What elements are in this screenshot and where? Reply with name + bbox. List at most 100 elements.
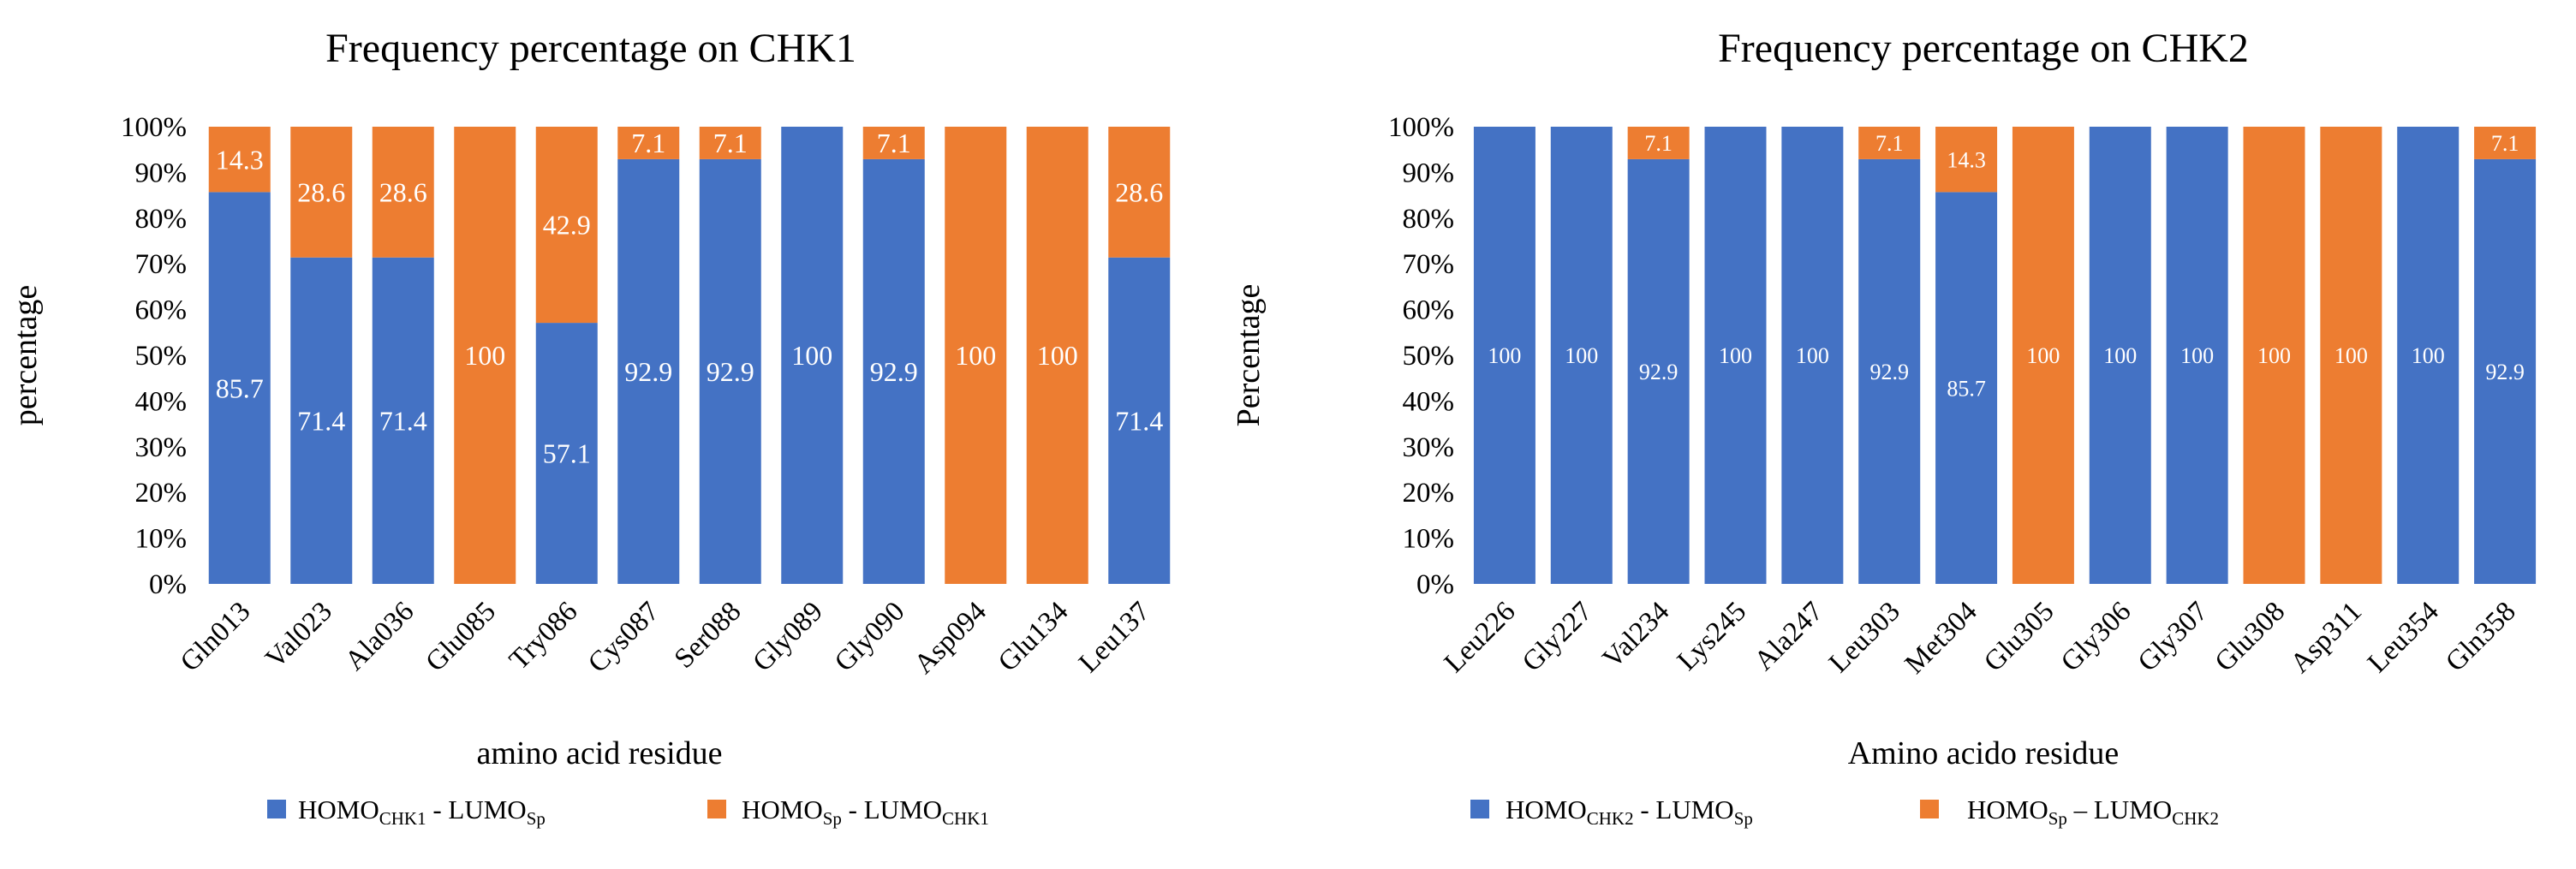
legend-item-1: HOMOCHK1 - LUMOSp <box>267 795 546 829</box>
bar-segment-series-2 <box>699 127 761 159</box>
y-tick-label: 100% <box>121 112 187 143</box>
legend-item-1: HOMOCHK2 - LUMOSp <box>1470 795 1753 829</box>
chart-2: Frequency percentage on CHK2 0% 10% 20% 30% 4… <box>1231 26 2537 829</box>
chart-title: Frequency percentage on CHK1 <box>325 26 856 71</box>
legend-label-part: HOMO <box>1967 795 2048 824</box>
y-tick-label: 30% <box>1403 432 1455 463</box>
data-label: 92.9 <box>624 356 672 387</box>
data-label: 100 <box>2334 343 2368 368</box>
y-tick-label: 60% <box>1403 295 1455 326</box>
y-tick-label: 90% <box>135 158 188 188</box>
y-tick-label: 20% <box>135 478 188 509</box>
data-label: 100 <box>791 340 832 371</box>
bar-segment-series-1 <box>372 257 434 584</box>
bar-segment-series-2 <box>1026 127 1088 584</box>
y-axis-ticks: 0% 10% 20% 30% 40% 50% 60% 70% 80% 90% 100% <box>1388 112 1454 600</box>
bar-segment-series-2 <box>2320 127 2382 584</box>
x-tick-label: Glu085 <box>420 596 501 677</box>
bar-segment-series-1 <box>208 192 271 584</box>
legend-label-part: HOMO <box>742 795 823 824</box>
bar-segment-series-1 <box>2397 127 2460 584</box>
data-label: 92.9 <box>2485 360 2525 384</box>
data-label: 92.9 <box>1639 360 1679 384</box>
x-tick-label: Val023 <box>259 596 338 675</box>
data-label: 92.9 <box>1869 360 1909 384</box>
x-tick-label: Gln013 <box>175 596 256 677</box>
bar-segment-series-1 <box>1935 192 1998 584</box>
legend-label: HOMOSp – LUMOCHK2 <box>1967 795 2219 829</box>
legend-label-part: Sp <box>1734 808 1753 829</box>
x-tick-label: Ala247 <box>1749 596 1829 676</box>
bar-segment-series-1 <box>1108 257 1171 584</box>
bar-segment-series-2 <box>862 127 925 159</box>
legend-label-part: CHK1 <box>379 808 426 829</box>
bar-segment-series-2 <box>1627 127 1690 159</box>
x-tick-label: Ser088 <box>669 596 748 675</box>
bar-segment-series-2 <box>2474 127 2537 159</box>
bar-segment-series-2 <box>2243 127 2305 584</box>
x-tick-label: Cys087 <box>582 596 665 679</box>
bar-segment-series-1 <box>1858 158 1921 584</box>
legend-label-part: - LUMO <box>426 795 527 824</box>
data-label: 7.1 <box>713 128 748 158</box>
y-tick-label: 0% <box>1416 569 1454 600</box>
data-label: 28.6 <box>379 177 427 208</box>
data-label: 100 <box>2180 343 2214 368</box>
bar-segment-series-2 <box>290 127 353 258</box>
legend-swatch <box>267 800 286 818</box>
legend-label-part: Sp <box>823 808 842 829</box>
data-label: 100 <box>1719 343 1752 368</box>
bar-segment-series-2 <box>1858 127 1921 159</box>
legend-label-part: Sp <box>2048 808 2067 829</box>
y-tick-label: 50% <box>135 341 188 372</box>
bar-segment-series-1 <box>781 127 844 584</box>
legend-label: HOMOCHK2 - LUMOSp <box>1506 795 1753 829</box>
bar-segment-series-2 <box>535 127 598 324</box>
bar-segment-series-2 <box>617 127 680 159</box>
bar-segment-series-2 <box>208 127 271 193</box>
legend-label-part: - LUMO <box>1634 795 1734 824</box>
bar-segment-series-2 <box>1935 127 1998 193</box>
data-label: 7.1 <box>1644 131 1673 156</box>
y-tick-label: 30% <box>135 432 188 463</box>
legend-swatch <box>1470 800 1489 818</box>
bar-segment-series-1 <box>290 257 353 584</box>
bar-segment-series-1 <box>1781 127 1844 584</box>
data-label: 100 <box>2412 343 2445 368</box>
y-axis-ticks: 0% 10% 20% 30% 40% 50% 60% 70% 80% 90% 100% <box>121 112 187 600</box>
bar-segment-series-2 <box>2012 127 2074 584</box>
bar-segment-series-1 <box>2166 127 2228 584</box>
y-tick-label: 10% <box>1403 524 1455 555</box>
y-tick-label: 20% <box>1403 478 1455 509</box>
data-label: 14.3 <box>216 144 264 175</box>
legend-item-2: HOMOSp – LUMOCHK2 <box>1920 795 2219 829</box>
legend-swatch <box>707 800 726 818</box>
bar-segment-series-1 <box>1704 127 1767 584</box>
y-axis-label: Percentage <box>1231 284 1267 427</box>
y-tick-label: 0% <box>149 569 187 600</box>
x-tick-label: Leu226 <box>1439 596 1522 679</box>
legend-label-part: CHK2 <box>1587 808 1634 829</box>
x-tick-label: Asp311 <box>2285 596 2368 679</box>
chart-1: Frequency percentage on CHK1 0% 10% 20% 30% 4… <box>8 26 1171 829</box>
x-tick-label: Gln358 <box>2440 596 2521 677</box>
data-label: 100 <box>1565 343 1598 368</box>
x-tick-label: Lys245 <box>1672 596 1752 676</box>
data-label: 100 <box>2103 343 2137 368</box>
bar-segment-series-1 <box>699 158 761 584</box>
data-label: 7.1 <box>1875 131 1904 156</box>
data-label: 85.7 <box>216 372 264 403</box>
data-label: 71.4 <box>1115 406 1163 437</box>
bar-segment-series-2 <box>454 127 516 584</box>
y-tick-label: 100% <box>1388 112 1454 143</box>
data-label: 57.1 <box>543 438 591 469</box>
bar-segment-series-1 <box>1627 158 1690 584</box>
data-label: 100 <box>1796 343 1829 368</box>
data-label: 71.4 <box>297 406 345 437</box>
y-tick-label: 40% <box>1403 386 1455 417</box>
bar-segment-series-2 <box>945 127 1007 584</box>
data-label: 92.9 <box>870 356 918 387</box>
bar-segment-series-1 <box>617 158 680 584</box>
x-tick-label: Val234 <box>1597 596 1676 675</box>
